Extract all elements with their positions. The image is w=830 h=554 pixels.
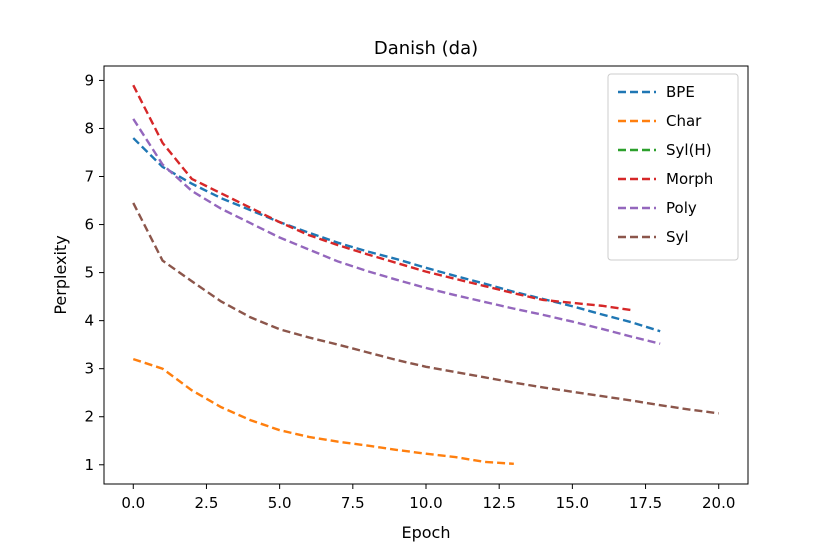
legend-label-char: Char [666,112,702,130]
y-axis: 1 2 3 4 5 6 7 8 9 [84,71,104,474]
y-tick-label: 1 [84,456,94,474]
series-line-poly [132,118,661,345]
x-tick-label: 7.5 [341,494,365,512]
x-tick-label: 0.0 [121,494,145,512]
y-axis-title: Perplexity [51,235,70,314]
x-tick-label: 15.0 [556,494,589,512]
y-tick-label: 2 [84,408,94,426]
series-line-char [132,357,514,466]
y-tick-label: 6 [84,216,94,234]
x-axis: 0.0 2.5 5.0 7.5 10.0 12.5 15.0 17.5 20.0 [121,484,735,512]
x-tick-label: 12.5 [482,494,515,512]
series-layer [132,84,719,466]
legend-label-bpe: BPE [666,83,695,101]
legend-frame [607,73,739,261]
y-tick-label: 3 [84,360,94,378]
x-tick-label: 10.0 [409,494,442,512]
y-tick-label: 4 [84,312,94,330]
y-tick-label: 5 [84,264,94,282]
legend-label-syl: Syl [666,228,689,246]
series-line-bpe [132,137,661,333]
legend-label-poly: Poly [666,199,697,217]
legend-label-morph: Morph [666,170,713,188]
legend-label-syl-h: Syl(H) [666,141,712,159]
x-tick-label: 5.0 [268,494,292,512]
y-tick-label: 7 [84,168,94,186]
series-line-syl [132,202,719,415]
y-tick-label: 8 [84,119,94,137]
x-tick-label: 20.0 [702,494,735,512]
x-tick-label: 2.5 [195,494,219,512]
y-tick-label: 9 [84,71,94,89]
x-axis-title: Epoch [402,523,451,542]
legend: BPE Char Syl(H) Morph Poly Syl [607,73,739,261]
x-tick-label: 17.5 [629,494,662,512]
series-line-morph [132,84,632,312]
chart-title: Danish (da) [374,38,478,59]
